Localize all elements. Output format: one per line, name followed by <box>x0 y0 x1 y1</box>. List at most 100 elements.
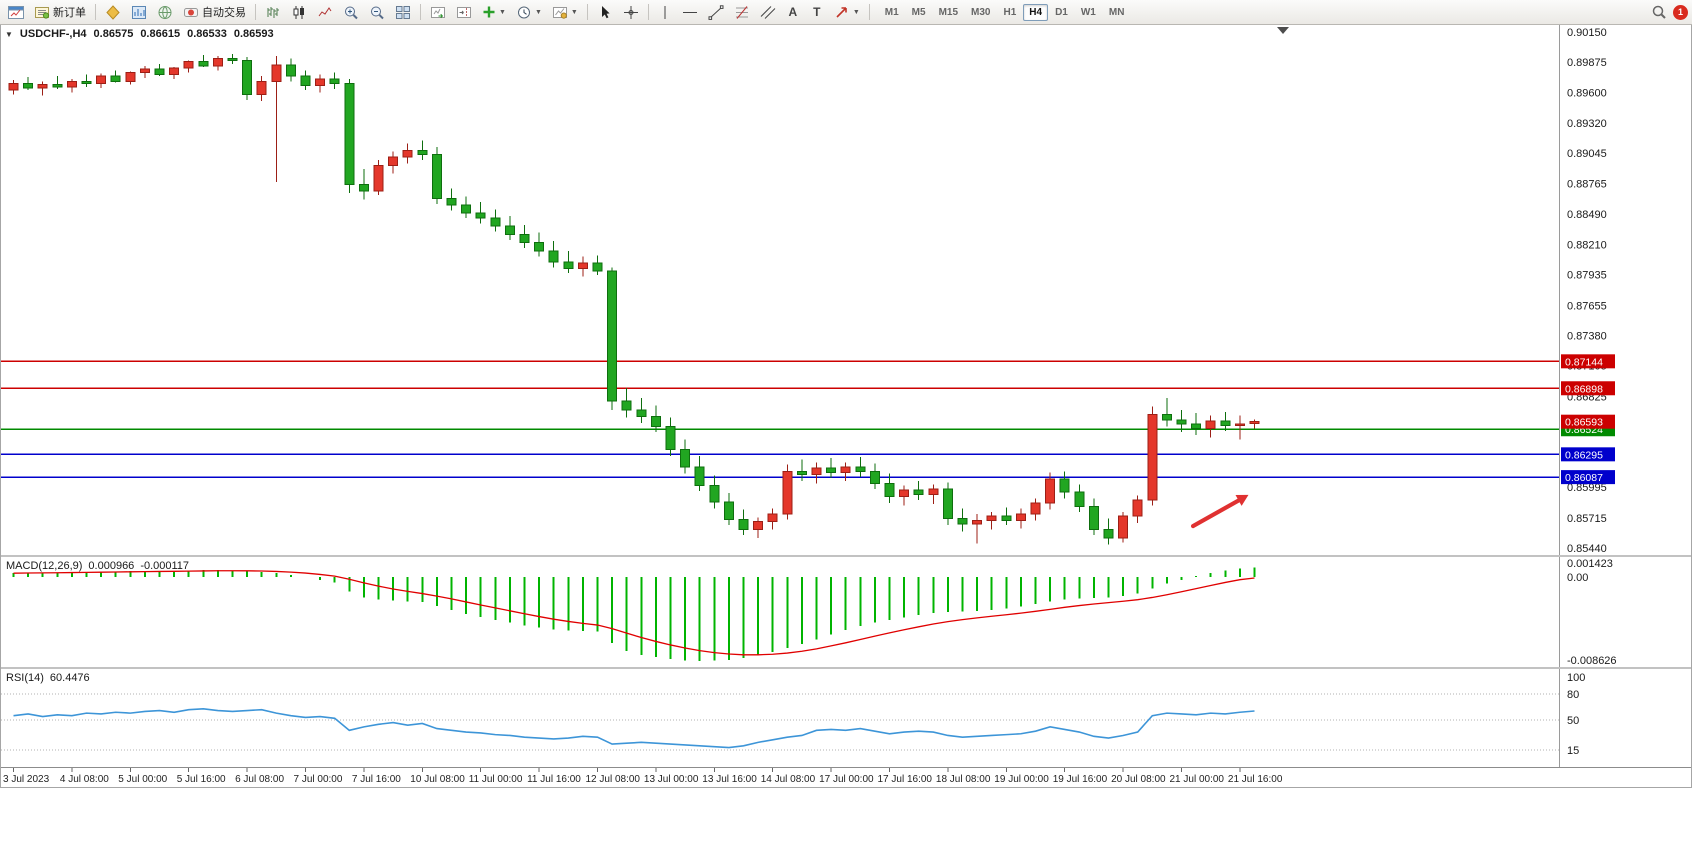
trendline-tool-button[interactable] <box>704 2 728 23</box>
arrows-tool-icon <box>836 6 847 18</box>
timeframe-m1[interactable]: M1 <box>879 4 905 21</box>
market-watch-button[interactable] <box>127 2 151 23</box>
arrows-tool-button[interactable]: ▼ <box>830 2 864 23</box>
rsi-line <box>13 708 1255 749</box>
search-button[interactable] <box>1647 2 1671 23</box>
svg-text:11 Jul 16:00: 11 Jul 16:00 <box>527 774 581 785</box>
channel-tool-button[interactable] <box>756 2 780 23</box>
svg-text:0.88490: 0.88490 <box>1567 209 1607 221</box>
svg-text:0.86593: 0.86593 <box>1565 417 1603 429</box>
price-chart-pane[interactable]: 0.90150 0.89875 0.89600 0.89320 0.89045 0.887… <box>1 25 1691 555</box>
timeframe-h4[interactable]: H4 <box>1023 3 1049 21</box>
svg-text:21 Jul 16:00: 21 Jul 16:00 <box>1228 774 1283 785</box>
bar-chart-button[interactable] <box>261 2 285 23</box>
autotrading-button[interactable]: 自动交易 <box>179 2 250 23</box>
auto-scroll-button[interactable] <box>426 2 450 23</box>
templates-button[interactable]: ▼ <box>548 2 582 23</box>
chevron-down-icon: ▼ <box>570 8 578 16</box>
templates-icon <box>552 6 567 19</box>
zoom-in-icon <box>345 6 358 19</box>
crosshair-button[interactable] <box>619 2 643 23</box>
svg-text:0.89045: 0.89045 <box>1567 148 1607 160</box>
svg-text:19 Jul 16:00: 19 Jul 16:00 <box>1053 774 1108 785</box>
time-axis-canvas[interactable]: 3 Jul 2023 4 Jul 08:00 5 Jul 00:00 5 Jul 16… <box>1 768 1692 787</box>
svg-text:19 Jul 00:00: 19 Jul 00:00 <box>994 774 1049 785</box>
new-order-icon <box>35 6 50 19</box>
horizontal-line-icon <box>682 11 697 13</box>
metaeditor-button[interactable] <box>101 2 125 23</box>
line-chart-button[interactable] <box>313 2 337 23</box>
cursor-button[interactable] <box>593 2 617 23</box>
toolbar-separator <box>95 4 96 20</box>
vertical-line-icon <box>664 5 666 19</box>
zoom-in-button[interactable] <box>339 2 363 23</box>
timeframe-m5[interactable]: M5 <box>906 4 932 21</box>
time-axis-labels[interactable]: 3 Jul 2023 4 Jul 08:00 5 Jul 00:00 5 Jul 16… <box>3 768 1283 785</box>
vertical-line-tool-button[interactable] <box>654 2 676 23</box>
timeframe-m15[interactable]: M15 <box>933 4 964 21</box>
timeframe-d1[interactable]: D1 <box>1049 4 1074 21</box>
svg-text:5 Jul 16:00: 5 Jul 16:00 <box>177 774 226 785</box>
toolbar: 新订单 自动交易 <box>0 0 1692 25</box>
metaeditor-icon <box>106 4 120 20</box>
svg-text:0.85995: 0.85995 <box>1567 482 1607 494</box>
tile-windows-button[interactable] <box>391 2 415 23</box>
toolbar-separator <box>255 4 256 20</box>
macd-histogram <box>12 567 1256 661</box>
one-click-trading-toggle[interactable]: ▼ <box>5 29 13 39</box>
timeframe-mn[interactable]: MN <box>1103 4 1131 21</box>
new-order-button[interactable]: 新订单 <box>30 2 90 23</box>
timeframe-m30[interactable]: M30 <box>965 4 996 21</box>
zoom-out-button[interactable] <box>365 2 389 23</box>
svg-text:50: 50 <box>1567 715 1579 727</box>
svg-text:80: 80 <box>1567 689 1579 701</box>
svg-text:0.89875: 0.89875 <box>1567 57 1607 69</box>
market-watch-icon <box>132 5 146 19</box>
text-tool-button[interactable]: A <box>782 2 804 23</box>
community-globe-icon <box>158 5 172 19</box>
periods-clock-icon <box>517 6 530 18</box>
svg-text:13 Jul 00:00: 13 Jul 00:00 <box>644 774 699 785</box>
indicators-plus-icon <box>483 6 495 18</box>
toolbar-separator <box>868 4 870 20</box>
timeframe-w1[interactable]: W1 <box>1075 4 1102 21</box>
zoom-out-icon <box>371 6 384 19</box>
indicators-button[interactable]: ▼ <box>478 2 510 23</box>
panel-splitter-main-macd[interactable] <box>1 555 1691 557</box>
label-tool-button[interactable]: T <box>806 2 828 23</box>
price-chart-canvas[interactable]: 0.90150 0.89875 0.89600 0.89320 0.89045 0.887… <box>1 25 1692 555</box>
trend-arrow[interactable] <box>1190 494 1249 529</box>
time-axis-pane[interactable]: 3 Jul 2023 4 Jul 08:00 5 Jul 00:00 5 Jul 16… <box>1 767 1691 787</box>
svg-text:18 Jul 08:00: 18 Jul 08:00 <box>936 774 991 785</box>
rsi-canvas[interactable]: 100 80 50 15 <box>1 669 1692 767</box>
fibonacci-tool-button[interactable] <box>730 2 754 23</box>
rsi-pane[interactable]: 100 80 50 15 RSI(14) 60.4476 <box>1 669 1691 767</box>
svg-text:-0.008626: -0.008626 <box>1567 655 1617 667</box>
chart-shift-button[interactable] <box>452 2 476 23</box>
chart-shift-marker[interactable] <box>1277 27 1289 34</box>
svg-text:10 Jul 08:00: 10 Jul 08:00 <box>410 774 465 785</box>
horizontal-level-lines[interactable] <box>1 360 1559 478</box>
periods-button[interactable]: ▼ <box>512 2 546 23</box>
svg-text:15: 15 <box>1567 745 1579 757</box>
panel-splitter-macd-rsi[interactable] <box>1 667 1691 669</box>
horizontal-line-tool-button[interactable] <box>678 2 702 23</box>
svg-text:11 Jul 00:00: 11 Jul 00:00 <box>469 774 523 785</box>
community-button[interactable] <box>153 2 177 23</box>
notification-badge[interactable]: 1 <box>1673 4 1688 20</box>
price-badges: 0.871440.868980.865240.862950.860870.865… <box>1561 354 1615 485</box>
timeframe-h1[interactable]: H1 <box>997 4 1022 21</box>
new-order-label: 新订单 <box>53 7 86 19</box>
macd-canvas[interactable]: 0.001423 0.00 -0.008626 <box>1 557 1692 667</box>
label-tool-icon: T <box>813 5 821 19</box>
macd-axis-labels[interactable]: 0.001423 0.00 -0.008626 <box>1567 558 1617 667</box>
chevron-down-icon: ▼ <box>499 8 506 16</box>
channel-icon <box>760 5 776 19</box>
svg-text:5 Jul 00:00: 5 Jul 00:00 <box>118 774 167 785</box>
candlestick-chart-button[interactable] <box>287 2 311 23</box>
svg-text:4 Jul 08:00: 4 Jul 08:00 <box>60 774 109 785</box>
new-chart-button[interactable] <box>4 2 28 23</box>
new-chart-icon <box>8 5 24 19</box>
macd-pane[interactable]: 0.001423 0.00 -0.008626 MACD(12,26,9) 0.00… <box>1 557 1691 667</box>
